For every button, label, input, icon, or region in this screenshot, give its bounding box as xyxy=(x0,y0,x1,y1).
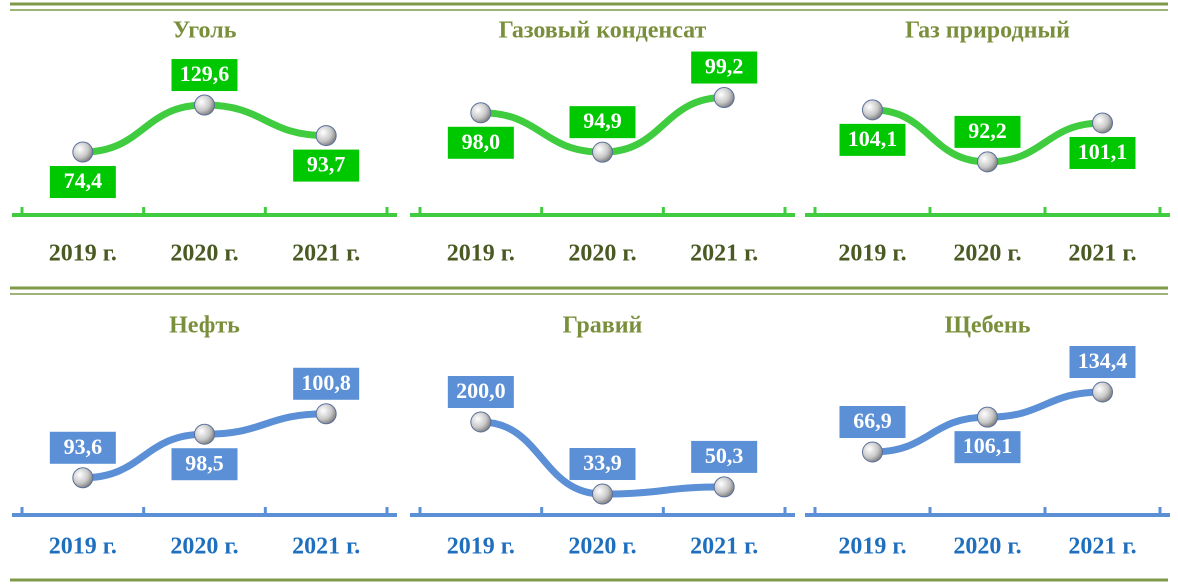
separators xyxy=(10,2,1168,582)
point xyxy=(1092,381,1113,403)
value-label-bg xyxy=(569,448,636,481)
point xyxy=(713,476,735,498)
x-tick-label: 2020 г. xyxy=(953,534,1021,560)
value-label-bg xyxy=(1069,136,1136,169)
point xyxy=(72,141,94,163)
point xyxy=(470,411,492,433)
x-tick-label: 2020 г. xyxy=(170,534,238,560)
value-label-bg xyxy=(49,166,116,199)
value-label: 33,9 xyxy=(583,450,622,475)
point xyxy=(1092,112,1113,134)
value-label-bg xyxy=(569,106,636,139)
value-label-bg xyxy=(1069,346,1136,378)
x-tick-label: 2019 г. xyxy=(447,241,515,267)
value-label-bg xyxy=(839,123,906,156)
value-label: 200,0 xyxy=(456,378,506,403)
point xyxy=(592,141,613,163)
value-label: 104,1 xyxy=(848,126,898,151)
chart-title: Уголь xyxy=(173,18,237,44)
point xyxy=(470,102,492,124)
x-tick-label: 2019 г. xyxy=(49,534,117,560)
value-label: 50,3 xyxy=(705,443,744,468)
value-label: 93,7 xyxy=(307,152,346,177)
chart-title: Газовый конденсат xyxy=(499,18,707,44)
x-tick-label: 2019 г. xyxy=(447,534,515,560)
value-label-bg xyxy=(447,126,514,159)
x-tick-label: 2020 г. xyxy=(568,534,636,560)
value-label-bg xyxy=(171,448,238,481)
point xyxy=(315,403,337,425)
value-label: 93,6 xyxy=(64,434,103,459)
value-label-bg xyxy=(839,406,906,438)
chart-title: Гравий xyxy=(563,313,643,339)
point xyxy=(194,94,215,116)
x-tick-label: 2021 г. xyxy=(1068,241,1136,267)
point xyxy=(862,99,883,121)
value-label: 74,4 xyxy=(64,168,103,193)
point xyxy=(592,483,613,505)
point xyxy=(977,151,998,173)
value-label: 106,1 xyxy=(963,433,1013,458)
value-label: 66,9 xyxy=(853,408,892,433)
value-label: 101,1 xyxy=(1078,139,1128,164)
value-label-bg xyxy=(171,59,238,92)
x-tick-label: 2021 г. xyxy=(292,241,360,267)
x-tick-label: 2019 г. xyxy=(49,241,117,267)
x-tick-label: 2020 г. xyxy=(568,241,636,267)
value-label: 98,5 xyxy=(185,450,224,475)
x-tick-label: 2020 г. xyxy=(953,241,1021,267)
chart-title: Газ природный xyxy=(905,18,1070,44)
value-label: 100,8 xyxy=(301,370,351,395)
x-tick-label: 2019 г. xyxy=(838,534,906,560)
x-tick-label: 2021 г. xyxy=(1068,534,1136,560)
point xyxy=(977,406,998,428)
value-label-bg xyxy=(691,51,758,84)
point xyxy=(72,467,94,489)
value-label-bg xyxy=(954,115,1021,148)
value-label: 99,2 xyxy=(705,54,744,79)
value-label: 94,9 xyxy=(583,108,622,133)
value-label-bg xyxy=(447,376,514,409)
value-label-bg xyxy=(49,431,116,464)
x-tick-label: 2019 г. xyxy=(838,241,906,267)
x-tick-label: 2020 г. xyxy=(170,241,238,267)
value-label-bg xyxy=(293,149,360,182)
x-tick-label: 2021 г. xyxy=(292,534,360,560)
point xyxy=(713,87,735,109)
value-label-bg xyxy=(293,367,360,400)
x-tick-label: 2021 г. xyxy=(690,534,758,560)
value-label: 98,0 xyxy=(462,129,501,154)
value-label-bg xyxy=(954,431,1021,464)
value-label: 134,4 xyxy=(1078,348,1128,373)
x-tick-label: 2021 г. xyxy=(690,241,758,267)
value-label-bg xyxy=(691,440,758,473)
value-label: 129,6 xyxy=(180,61,230,86)
chart-title: Нефть xyxy=(169,313,240,339)
point xyxy=(315,125,337,147)
value-label: 92,2 xyxy=(968,118,1007,143)
point xyxy=(862,441,883,463)
point xyxy=(194,423,215,445)
chart-title: Щебень xyxy=(945,313,1031,339)
